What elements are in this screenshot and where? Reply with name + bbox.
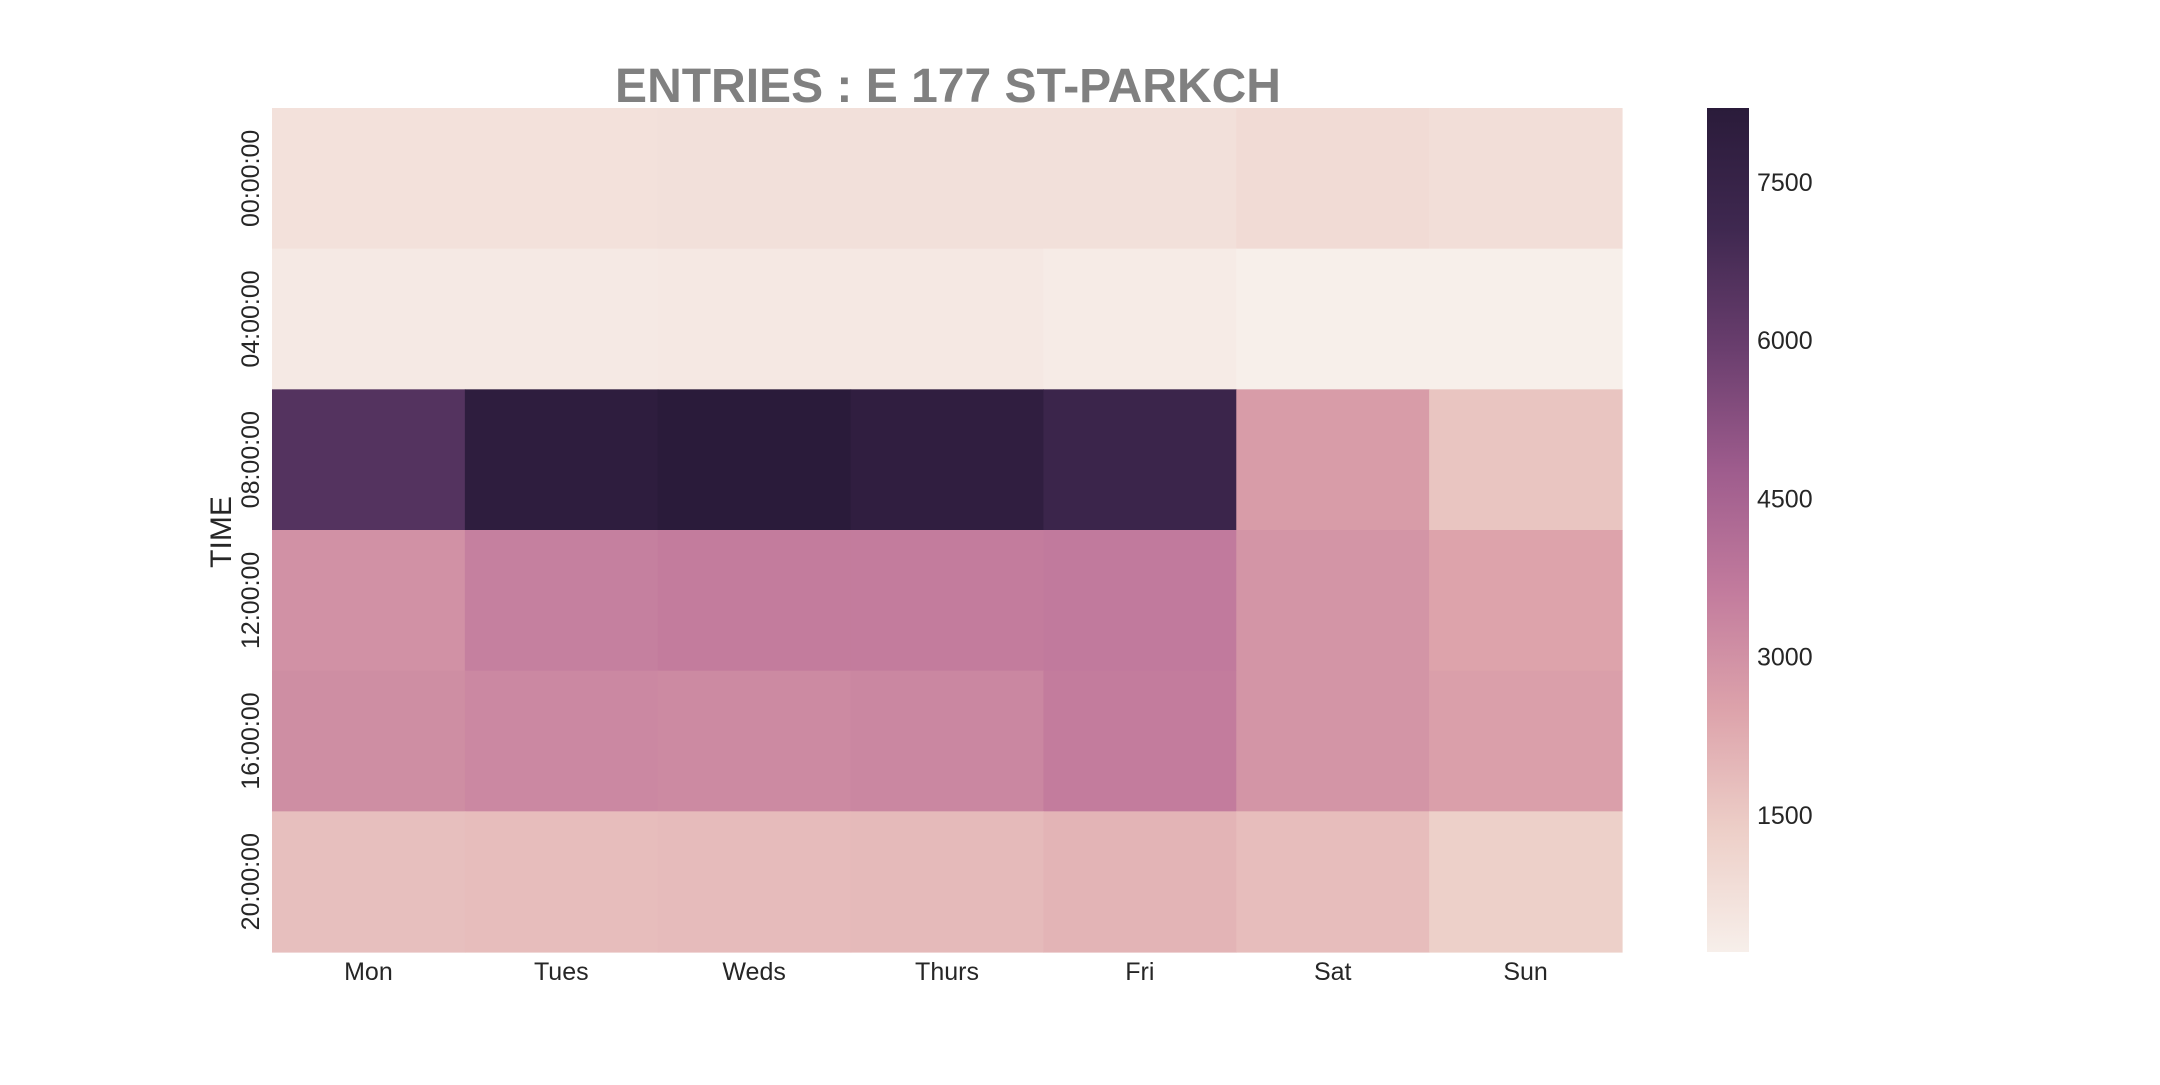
heatmap-cell — [657, 108, 852, 250]
heatmap-cell — [1429, 108, 1623, 250]
y-tick-label: 16:00:00 — [237, 692, 265, 789]
colorbar-tick-label: 3000 — [1757, 644, 1813, 672]
heatmap-cell — [850, 530, 1045, 672]
x-tick-label: Weds — [722, 958, 785, 986]
y-axis-label: TIME — [205, 496, 238, 568]
colorbar: 1500 3000 4500 6000 7500 — [1707, 108, 1813, 952]
heatmap-cell — [657, 389, 852, 531]
x-tick-label: Fri — [1125, 958, 1154, 986]
x-tick-labels: Mon Tues Weds Thurs Fri Sat Sun — [344, 958, 1548, 986]
heatmap-cell — [272, 670, 466, 812]
heatmap-cell — [1429, 389, 1623, 531]
heatmap-cell — [1043, 108, 1237, 250]
heatmap-cell — [1043, 389, 1237, 531]
heatmap-cell — [850, 811, 1045, 953]
heatmap-cell — [657, 248, 852, 390]
heatmap-cell — [1236, 389, 1430, 531]
y-tick-label: 12:00:00 — [237, 552, 265, 649]
heatmap-cell — [464, 530, 659, 672]
heatmap-cell — [464, 389, 659, 531]
heatmap-cell — [850, 108, 1045, 250]
x-tick-label: Sun — [1503, 958, 1547, 986]
colorbar-tick-label: 7500 — [1757, 169, 1813, 197]
heatmap-cell — [657, 811, 852, 953]
heatmap-cell — [850, 389, 1045, 531]
heatmap-cell — [1236, 670, 1430, 812]
heatmap-cell — [850, 670, 1045, 812]
colorbar-gradient — [1707, 108, 1749, 952]
x-tick-label: Mon — [344, 958, 393, 986]
heatmap-cells — [272, 108, 1623, 953]
heatmap-cell — [272, 530, 466, 672]
colorbar-tick-label: 4500 — [1757, 485, 1813, 513]
heatmap-cell — [1043, 670, 1237, 812]
heatmap-cell — [1043, 811, 1237, 953]
heatmap-cell — [1043, 248, 1237, 390]
heatmap-cell — [464, 670, 659, 812]
heatmap-cell — [272, 108, 466, 250]
y-tick-label: 04:00:00 — [237, 270, 265, 367]
heatmap-cell — [1236, 248, 1430, 390]
heatmap-cell — [657, 530, 852, 672]
heatmap-cell — [657, 670, 852, 812]
heatmap-cell — [464, 811, 659, 953]
colorbar-tick-label: 1500 — [1757, 802, 1813, 830]
heatmap-cell — [1236, 811, 1430, 953]
heatmap-cell — [272, 248, 466, 390]
x-tick-label: Thurs — [915, 958, 979, 986]
x-tick-label: Tues — [534, 958, 589, 986]
heatmap-cell — [464, 108, 659, 250]
y-tick-label: 08:00:00 — [237, 411, 265, 508]
y-tick-labels: 00:00:00 04:00:00 08:00:00 12:00:00 16:00:00… — [237, 130, 265, 931]
heatmap-cell — [1043, 530, 1237, 672]
heatmap-cell — [272, 389, 466, 531]
heatmap-cell — [1429, 811, 1623, 953]
heatmap-cell — [1236, 108, 1430, 250]
heatmap-cell — [1429, 670, 1623, 812]
heatmap-cell — [1236, 530, 1430, 672]
colorbar-tick-label: 6000 — [1757, 327, 1813, 355]
heatmap-cell — [464, 248, 659, 390]
heatmap-cell — [850, 248, 1045, 390]
y-tick-label: 20:00:00 — [237, 833, 265, 930]
heatmap-cell — [1429, 530, 1623, 672]
x-tick-label: Sat — [1314, 958, 1352, 986]
heatmap-cell — [1429, 248, 1623, 390]
y-tick-label: 00:00:00 — [237, 130, 265, 227]
heatmap-cell — [272, 811, 466, 953]
chart-title: ENTRIES : E 177 ST-PARKCH — [615, 60, 1281, 113]
